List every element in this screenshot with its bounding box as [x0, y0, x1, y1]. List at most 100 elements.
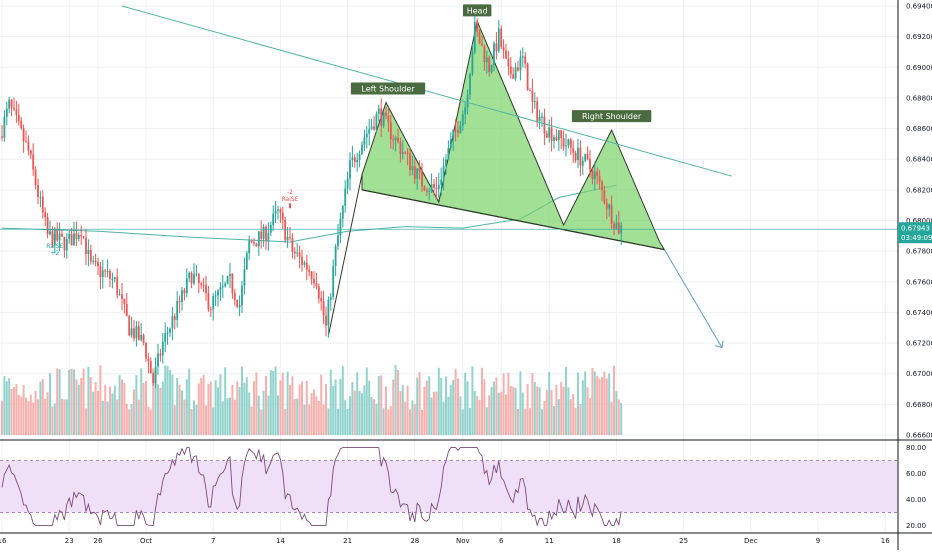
candle-body [250, 240, 253, 243]
candle-body [207, 293, 210, 310]
volume-bar [370, 397, 373, 435]
candle-body [195, 273, 198, 275]
candle-body [277, 209, 279, 211]
candle-body [315, 283, 318, 287]
candle-body [512, 74, 515, 79]
candle-body [524, 56, 527, 64]
volume-bar [461, 409, 464, 435]
volume-bar [593, 371, 596, 435]
candle-body [605, 202, 608, 209]
volume-bar [13, 386, 15, 435]
pattern-left-leg [327, 174, 363, 336]
volume-bar [389, 406, 392, 435]
volume-bar [610, 401, 613, 435]
volume-bar [409, 409, 411, 435]
candle-body [553, 137, 555, 141]
candle-body [452, 129, 455, 140]
candle-body [265, 226, 267, 241]
volume-bar [296, 398, 299, 435]
candle-body [497, 28, 500, 52]
volume-bar [226, 398, 229, 435]
volume-bar [605, 378, 608, 435]
candle-body [41, 196, 44, 213]
candle-body [365, 133, 368, 138]
candle-body [421, 171, 423, 187]
volume-bar [557, 399, 560, 435]
candle-body [404, 152, 407, 154]
volume-bar [454, 368, 457, 435]
volume-bar [305, 381, 308, 435]
candle-body [82, 236, 85, 238]
volume-bar [349, 396, 351, 435]
volume-bar [80, 377, 83, 435]
left-shoulder-label-box [350, 82, 426, 95]
candle-body [10, 99, 13, 108]
candle-body [387, 115, 390, 123]
candle-body [517, 67, 519, 71]
volume-bar [142, 382, 145, 435]
volume-bar [505, 394, 507, 435]
volume-bar [188, 368, 191, 435]
volume-bar [245, 377, 248, 435]
volume-bar [44, 398, 47, 435]
projection-arrow-line [663, 249, 723, 348]
candle-body [142, 334, 145, 343]
candle-body [279, 209, 282, 213]
volume-bar [3, 376, 6, 435]
candle-body [231, 273, 234, 294]
candle-body [394, 137, 397, 141]
candle-body [193, 274, 195, 284]
time-tick-label: 14 [276, 537, 285, 545]
candle-body [615, 222, 618, 230]
volume-bar [589, 398, 591, 435]
volume-bar [416, 377, 419, 435]
volume-bar [135, 375, 138, 435]
candle-body [241, 285, 243, 306]
candle-body [500, 28, 503, 48]
volume-bar [99, 365, 102, 435]
volume-bar [440, 377, 443, 435]
volume-bar [356, 372, 359, 435]
candle-body [94, 260, 97, 262]
volume-bar [507, 372, 510, 435]
candle-body [493, 43, 495, 66]
candle-body [557, 130, 560, 141]
candle-body [209, 309, 212, 311]
candle-body [296, 252, 299, 254]
time-tick-label: Dec [744, 537, 758, 545]
volume-bar [200, 377, 203, 435]
volume-bar [77, 384, 80, 435]
candle-body [344, 188, 347, 206]
volume-bar [34, 390, 37, 435]
volume-bar [445, 376, 447, 435]
candle-body [1, 136, 3, 138]
volume-bar [327, 408, 330, 435]
candle-body [135, 326, 138, 339]
volume-bar [32, 402, 35, 435]
candle-body [159, 353, 162, 356]
volume-bar [363, 385, 366, 435]
volume-bar [169, 370, 171, 435]
volume-bar [298, 384, 301, 435]
candle-body [361, 144, 363, 155]
volume-bar [541, 409, 543, 435]
time-tick-label: 16 [881, 537, 890, 545]
candle-body [337, 235, 339, 247]
candle-body [505, 50, 507, 59]
volume-bar [173, 405, 176, 435]
candle-body [149, 361, 152, 374]
candle-body [8, 99, 11, 109]
volume-bar [145, 380, 147, 435]
volume-bar [308, 404, 311, 435]
volume-bar [289, 384, 291, 435]
